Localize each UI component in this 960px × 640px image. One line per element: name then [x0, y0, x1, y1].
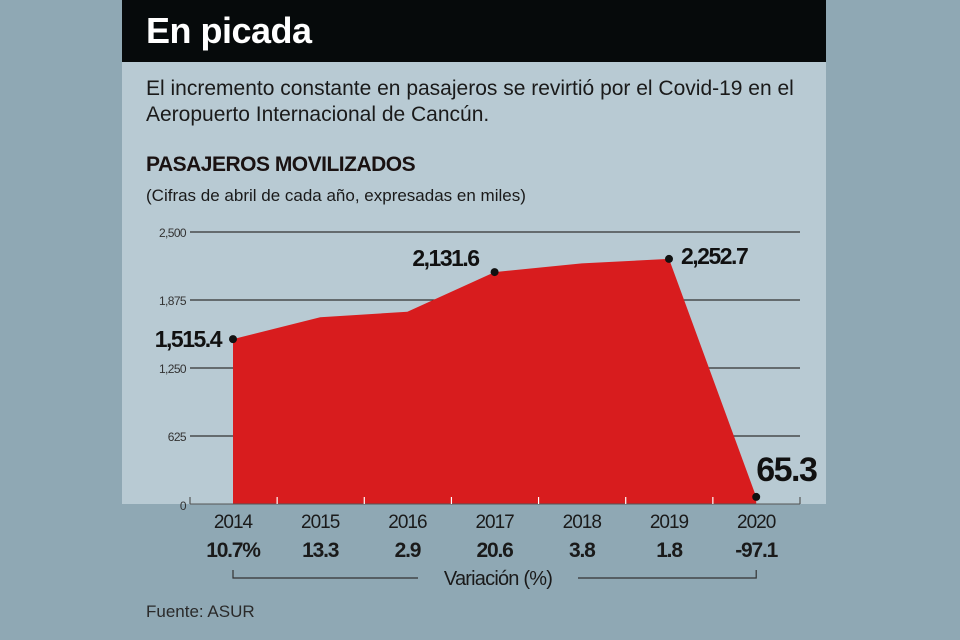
- data-point: [752, 492, 761, 501]
- section-title: PASAJEROS MOVILIZADOS: [146, 153, 416, 176]
- y-tick-label: 1,250: [159, 362, 187, 376]
- title-bar: En picada: [122, 0, 826, 62]
- x-tick-label: 2020: [737, 512, 776, 533]
- data-label: 2,131.6: [412, 245, 479, 271]
- variation-value: -97.1: [735, 539, 778, 562]
- x-tick-label: 2019: [650, 512, 689, 533]
- y-tick-label: 2,500: [159, 226, 187, 240]
- variation-value: 3.8: [569, 539, 596, 562]
- data-label: 65.3: [756, 451, 817, 489]
- x-tick-label: 2016: [388, 512, 427, 533]
- data-point: [490, 268, 499, 277]
- data-label: 1,515.4: [155, 326, 223, 352]
- y-tick-label: 0: [180, 499, 187, 513]
- variation-value: 20.6: [477, 539, 514, 562]
- chart-title: En picada: [146, 10, 312, 51]
- variation-value: 2.9: [395, 539, 421, 562]
- x-tick-label: 2015: [301, 512, 340, 533]
- x-tick-label: 2017: [475, 512, 514, 533]
- x-tick-label: 2018: [563, 512, 602, 533]
- y-tick-label: 1,875: [159, 294, 187, 308]
- data-point: [229, 335, 237, 344]
- infographic-panel: En picada El incremento constante en pas…: [122, 0, 826, 640]
- variation-value: 1.8: [656, 539, 683, 562]
- bottom-band: [122, 504, 826, 640]
- y-tick-label: 625: [168, 430, 187, 444]
- area-series: [233, 258, 757, 504]
- bracket-right: [578, 570, 757, 579]
- variation-value: 13.3: [302, 539, 339, 562]
- variation-value: 10.7%: [206, 539, 261, 562]
- bracket-left: [232, 570, 418, 579]
- source-note: Fuente: ASUR: [146, 602, 255, 621]
- units-note: (Cifras de abril de cada año, expresadas…: [146, 186, 526, 205]
- data-label: 2,252.7: [681, 243, 748, 269]
- area-chart: 0 625 1,250 1,875 2,500 2014 10.7% 2015 13.3 2016…: [155, 226, 819, 590]
- data-point: [665, 254, 673, 263]
- x-tick-label: 2014: [214, 512, 254, 533]
- variation-label: Variación (%): [444, 568, 552, 590]
- chart-subtitle: El incremento constante en pasajeros se …: [146, 77, 794, 126]
